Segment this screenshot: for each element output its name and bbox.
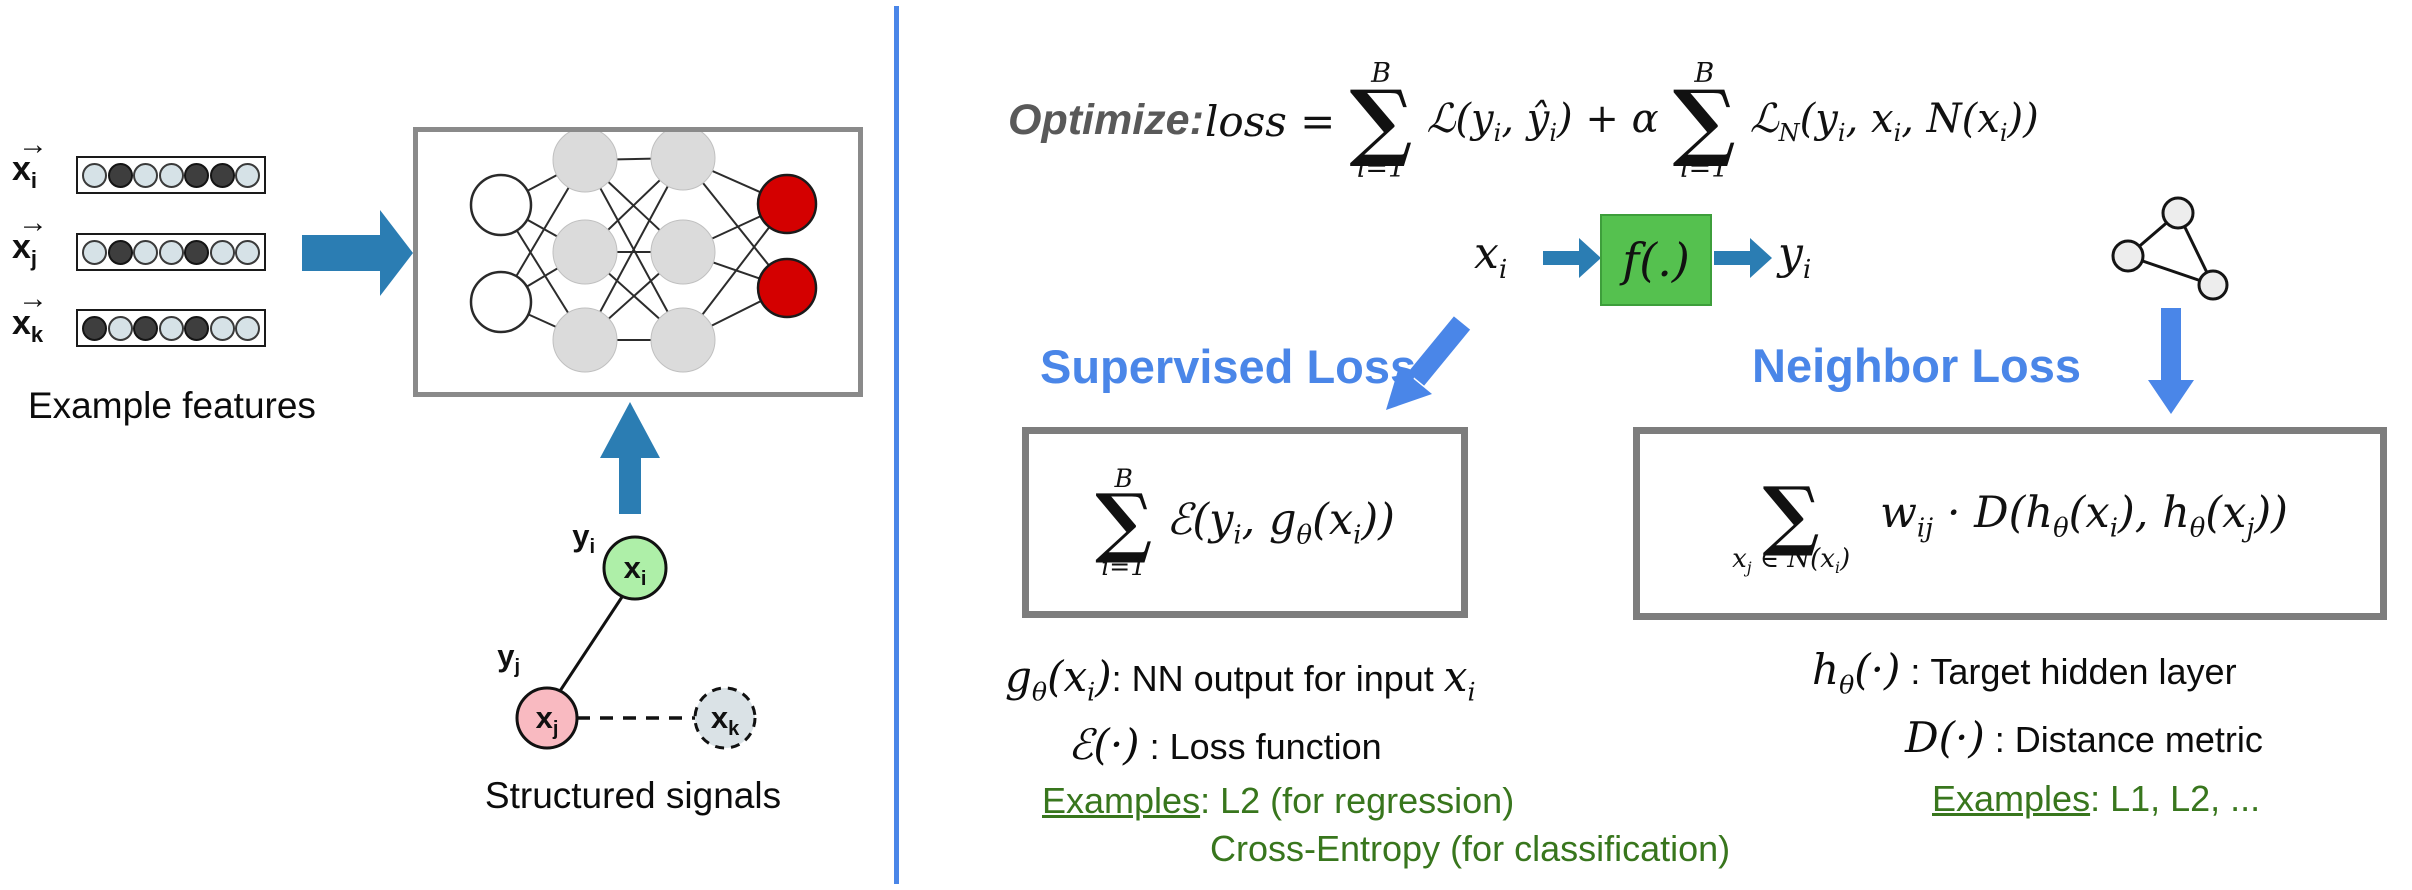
supervised-sum: B ∑ i=1 [1095,464,1153,581]
feature-dot-filled [184,239,209,265]
fn-to-supervised-arrow-icon [1386,316,1471,410]
neighbor-loss-box: ∑ xj ∈ N(xi) wij · D(hθ(xi), hθ(xj)) [1633,427,2387,620]
sum-batch-2: B ∑ i=1 [1672,57,1736,185]
neighbor-loss-formula: wij · D(hθ(xi), hθ(xj)) [1880,487,2288,544]
label-yi: yi [572,518,595,559]
node-label-xj: xj [535,700,559,741]
feature-dot-filled [107,239,133,265]
structured-signals-caption: Structured signals [484,775,782,816]
supervised-examples-2: Cross-Entropy (for classification) [1210,828,1731,869]
neighbor-sum: ∑ xj ∈ N(xi) [1732,469,1851,578]
feature-vector-label-xj: → xj [12,206,48,271]
feature-dot-empty [235,162,260,188]
loss-lhs: loss = [1205,96,1336,146]
input-nodes [469,173,533,334]
hidden-nodes [552,125,716,373]
neighbor-annotation-2: D(·) : Distance metric [1905,713,2263,762]
vector-arrow-icon: → [18,128,48,161]
vector-arrow-icon: → [18,206,48,239]
signals-to-network-arrow-icon [600,402,660,514]
feature-dot-filled [82,315,107,341]
feature-dot-empty [82,239,107,265]
flow-arrow-out-icon [1714,238,1772,278]
sum-batch-1: B ∑ i=1 [1349,57,1413,185]
feature-dot-empty [133,162,158,188]
loss-formula: loss = B ∑ i=1 ℒ(yi, ŷi) + α B ∑ i=1 ℒN(… [1205,32,2039,210]
supervised-term: ℒ(yi, ŷi) + α [1426,95,1659,147]
feature-vector-xk [76,309,266,347]
feature-dot-empty [133,239,158,265]
sigma-icon: ∑ [1762,469,1820,559]
structured-signals-graph [515,535,757,750]
neural-network-box [413,125,863,397]
feature-vector-label-xi: → xi [12,128,48,193]
feature-vector-label-xk: → xk [12,282,48,347]
sigma-icon: ∑ [1672,70,1736,170]
flow-output-label: yi [1778,228,1812,285]
feature-dot-empty [235,315,260,341]
supervised-loss-title: Supervised Loss [1040,340,1417,393]
feature-dot-empty [107,315,133,341]
feature-dot-empty [235,239,260,265]
neighbor-loss-title: Neighbor Loss [1752,339,2082,392]
supervised-loss-box: B ∑ i=1 ℰ(yi, gθ(xi)) [1022,427,1468,618]
features-to-network-arrow-icon [302,210,413,296]
sigma-icon: ∑ [1095,477,1153,567]
feature-dot-filled [209,162,235,188]
supervised-annotation-2: ℰ(·) : Loss function [1068,720,1382,769]
neighbor-term: ℒN(yi, xi, N(xi)) [1749,95,2039,147]
neighbor-examples: Examples: L1, L2, ... [1932,778,2261,819]
feature-dot-filled [184,162,209,188]
node-label-xk: xk [710,700,740,741]
feature-dot-empty [158,162,184,188]
supervised-examples: Examples: L2 (for regression) [1042,780,1515,821]
graph-to-neighbor-arrow-icon [2148,308,2194,414]
feature-vector-xj [76,233,266,271]
panel-divider [894,6,899,884]
output-nodes [756,173,818,319]
supervised-annotation-1: gθ(xi): NN output for input xi [1005,652,1476,707]
feature-dot-filled [184,315,209,341]
model-fn-label: f(.) [1622,233,1690,287]
feature-dot-empty [158,239,184,265]
model-fn-box: f(.) [1600,214,1712,306]
flow-input-label: xi [1474,228,1508,285]
label-yj: yj [497,638,520,679]
supervised-loss-formula: ℰ(yi, gθ(xi)) [1166,494,1395,551]
neighbor-annotation-1: hθ(·) : Target hidden layer [1812,645,2237,700]
sigma-icon: ∑ [1349,70,1413,170]
optimize-label: Optimize: [1008,96,1204,144]
feature-dot-empty [209,239,235,265]
graph-icon [2111,196,2229,301]
feature-dot-filled [107,162,133,188]
feature-vector-xi [76,156,266,194]
flow-arrow-in-icon [1543,238,1601,278]
example-features-caption: Example features [28,385,316,426]
node-label-xi: xi [623,550,647,591]
neural-network-diagram [469,125,818,373]
feature-dot-empty [209,315,235,341]
feature-dot-filled [133,315,158,341]
vector-arrow-icon: → [18,282,48,315]
feature-dot-empty [158,315,184,341]
feature-dot-empty [82,162,107,188]
